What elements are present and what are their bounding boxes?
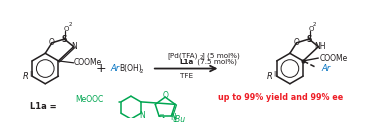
Text: N: N: [71, 42, 77, 51]
Text: O: O: [162, 91, 168, 100]
Text: COOMe: COOMe: [74, 58, 102, 67]
Text: ||: ||: [274, 71, 278, 76]
Text: O: O: [64, 26, 69, 31]
Text: (7.5 mol%): (7.5 mol%): [195, 59, 237, 65]
Text: Ar: Ar: [110, 64, 119, 73]
Text: MeOOC: MeOOC: [76, 95, 104, 104]
Text: B(OH): B(OH): [119, 64, 142, 73]
Text: TFE: TFE: [180, 73, 193, 79]
Text: 2: 2: [313, 22, 316, 27]
Text: R: R: [267, 72, 273, 81]
Text: O: O: [49, 38, 55, 47]
Text: "": "": [160, 114, 164, 119]
Text: 2: 2: [139, 69, 143, 74]
Text: +: +: [96, 62, 107, 75]
Text: O: O: [308, 26, 313, 31]
Text: up to 99% yield and 99% ee: up to 99% yield and 99% ee: [218, 93, 343, 102]
Text: N: N: [139, 111, 145, 120]
Text: 2: 2: [68, 22, 72, 27]
Text: R: R: [22, 72, 28, 81]
Text: ] (5 mol%): ] (5 mol%): [202, 52, 240, 59]
Text: ||: ||: [29, 71, 33, 76]
Text: tBu: tBu: [172, 115, 186, 124]
Text: N: N: [170, 113, 176, 122]
Text: L1a: L1a: [179, 59, 193, 65]
Text: O: O: [294, 38, 299, 47]
Text: L1a =: L1a =: [30, 102, 57, 111]
Text: S: S: [306, 34, 311, 44]
Text: 2: 2: [200, 55, 203, 60]
Text: NH: NH: [314, 42, 326, 51]
Text: Ar: Ar: [321, 64, 330, 73]
Text: [Pd(TFA): [Pd(TFA): [167, 52, 198, 59]
Text: S: S: [62, 34, 67, 44]
Text: COOMe: COOMe: [319, 54, 348, 63]
